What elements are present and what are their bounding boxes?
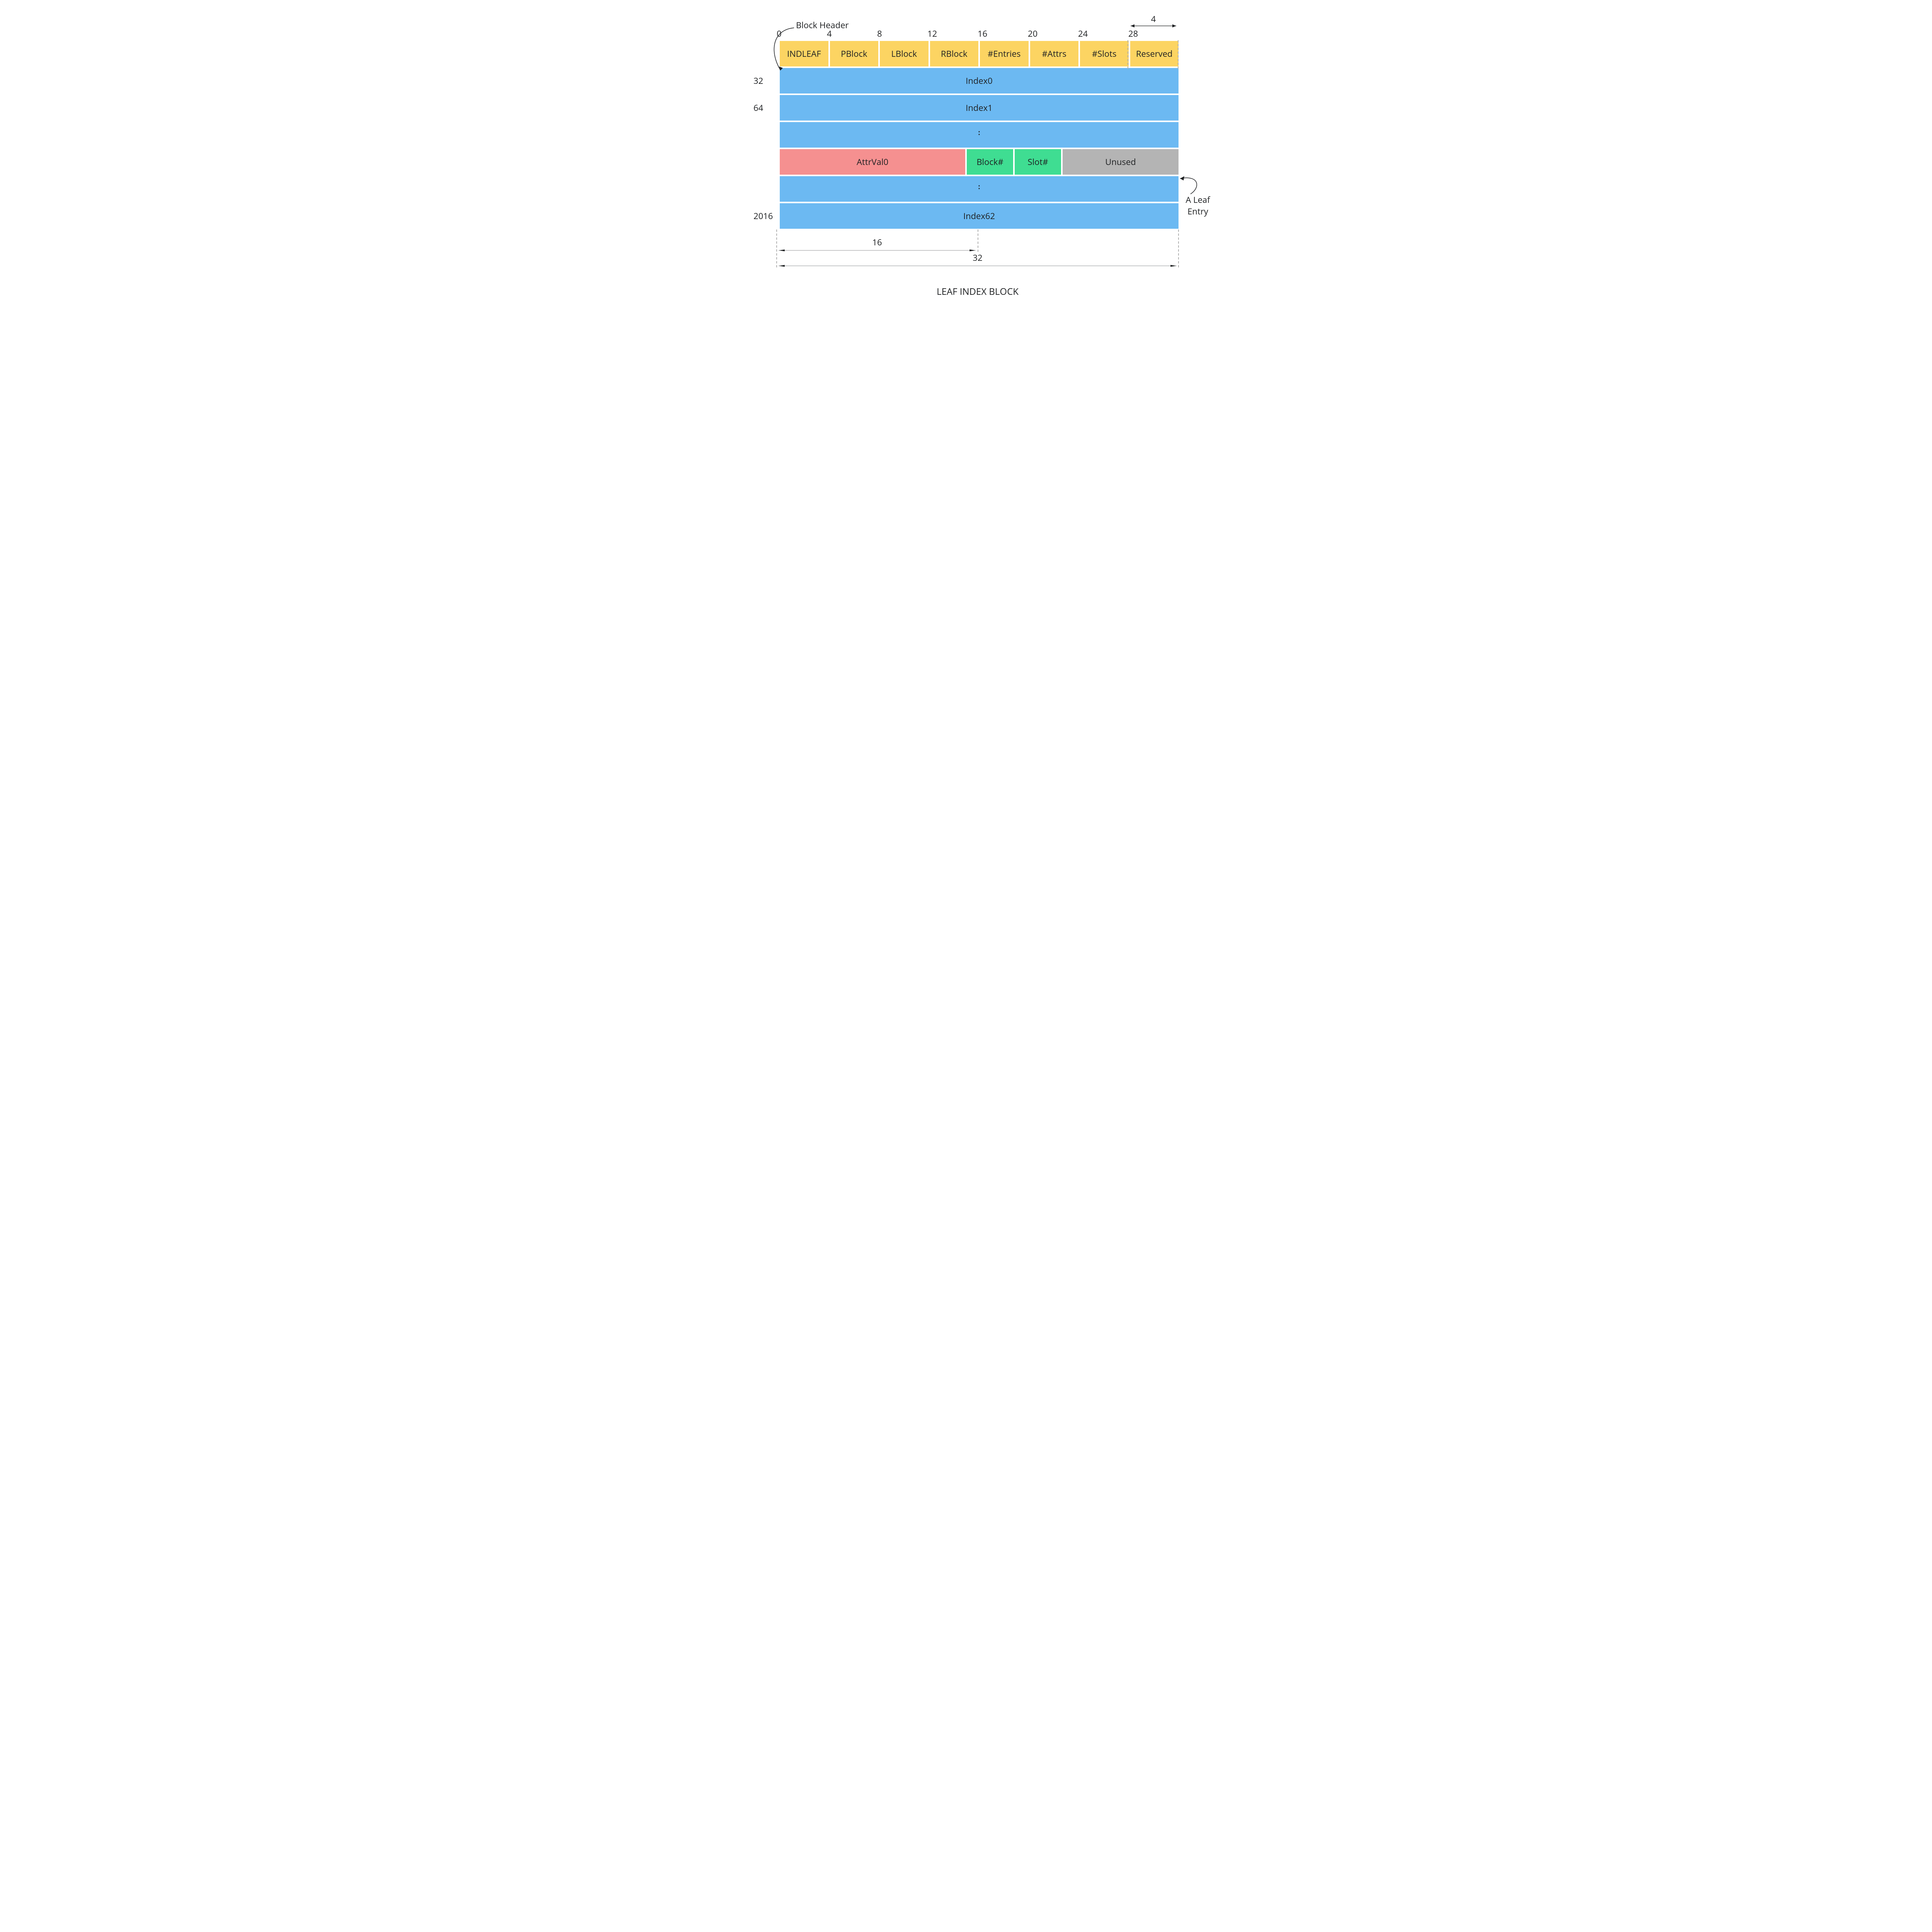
- header-cell-reserved: Reserved: [1130, 41, 1179, 66]
- ruler-tick: 16: [978, 28, 1028, 39]
- cell-ellipsis: ••: [780, 122, 1179, 148]
- ruler-tick: 12: [927, 28, 978, 39]
- top-ruler: 0 4 8 12 16 20 24 28 4: [777, 28, 1179, 39]
- row-index1: 64 Index1: [753, 95, 1179, 121]
- cell-index62: Index62: [780, 203, 1179, 229]
- header-cell-entries: #Entries: [980, 41, 1029, 66]
- ruler-tick: 24: [1078, 28, 1128, 39]
- cell-index0: Index0: [780, 68, 1179, 94]
- ruler-tick: 4: [827, 28, 877, 39]
- ruler-tick: 8: [877, 28, 927, 39]
- row-leaf-entry: AttrVal0 Block# Slot# Unused: [753, 149, 1179, 175]
- cell-attrval0: AttrVal0: [780, 149, 965, 175]
- row-index62: 2016 Index62: [753, 203, 1179, 229]
- cell-slotnum: Slot#: [1015, 149, 1061, 175]
- row-ellipsis: ••: [753, 122, 1179, 148]
- ruler-tick: 28: [1128, 28, 1179, 39]
- offset-label: 2016: [753, 210, 780, 222]
- row-index0: 32 Index0: [753, 68, 1179, 94]
- header-cell-attrs: #Attrs: [1030, 41, 1079, 66]
- dim-full-arrow: [777, 262, 1179, 270]
- callout-leaf-entry-arrow: [1177, 167, 1204, 198]
- top-dimension-arrows: [1128, 23, 1179, 29]
- header-cell-rblock: RBlock: [930, 41, 979, 66]
- ruler-tick: 0: [777, 28, 827, 39]
- cell-blocknum: Block#: [967, 149, 1013, 175]
- diagram-title: LEAF INDEX BLOCK: [777, 285, 1179, 298]
- cell-index1: Index1: [780, 95, 1179, 121]
- cell-unused: Unused: [1063, 149, 1179, 175]
- header-cell-slots: #Slots: [1080, 41, 1129, 66]
- offset-label: 32: [753, 75, 780, 87]
- dash-guide: [1178, 40, 1179, 69]
- cell-ellipsis: ••: [780, 176, 1179, 202]
- leaf-index-block-diagram: Block Header 0 4 8 12 16 20 24 28 4 INDL…: [753, 28, 1179, 298]
- ruler-tick: 20: [1028, 28, 1078, 39]
- header-cell-lblock: LBlock: [880, 41, 929, 66]
- row-ellipsis: ••: [753, 176, 1179, 202]
- header-row: INDLEAF PBlock LBlock RBlock #Entries #A…: [753, 41, 1179, 66]
- bottom-dimensions: 16 32: [777, 231, 1179, 270]
- header-cell-pblock: PBlock: [830, 41, 879, 66]
- offset-label: 64: [753, 102, 780, 114]
